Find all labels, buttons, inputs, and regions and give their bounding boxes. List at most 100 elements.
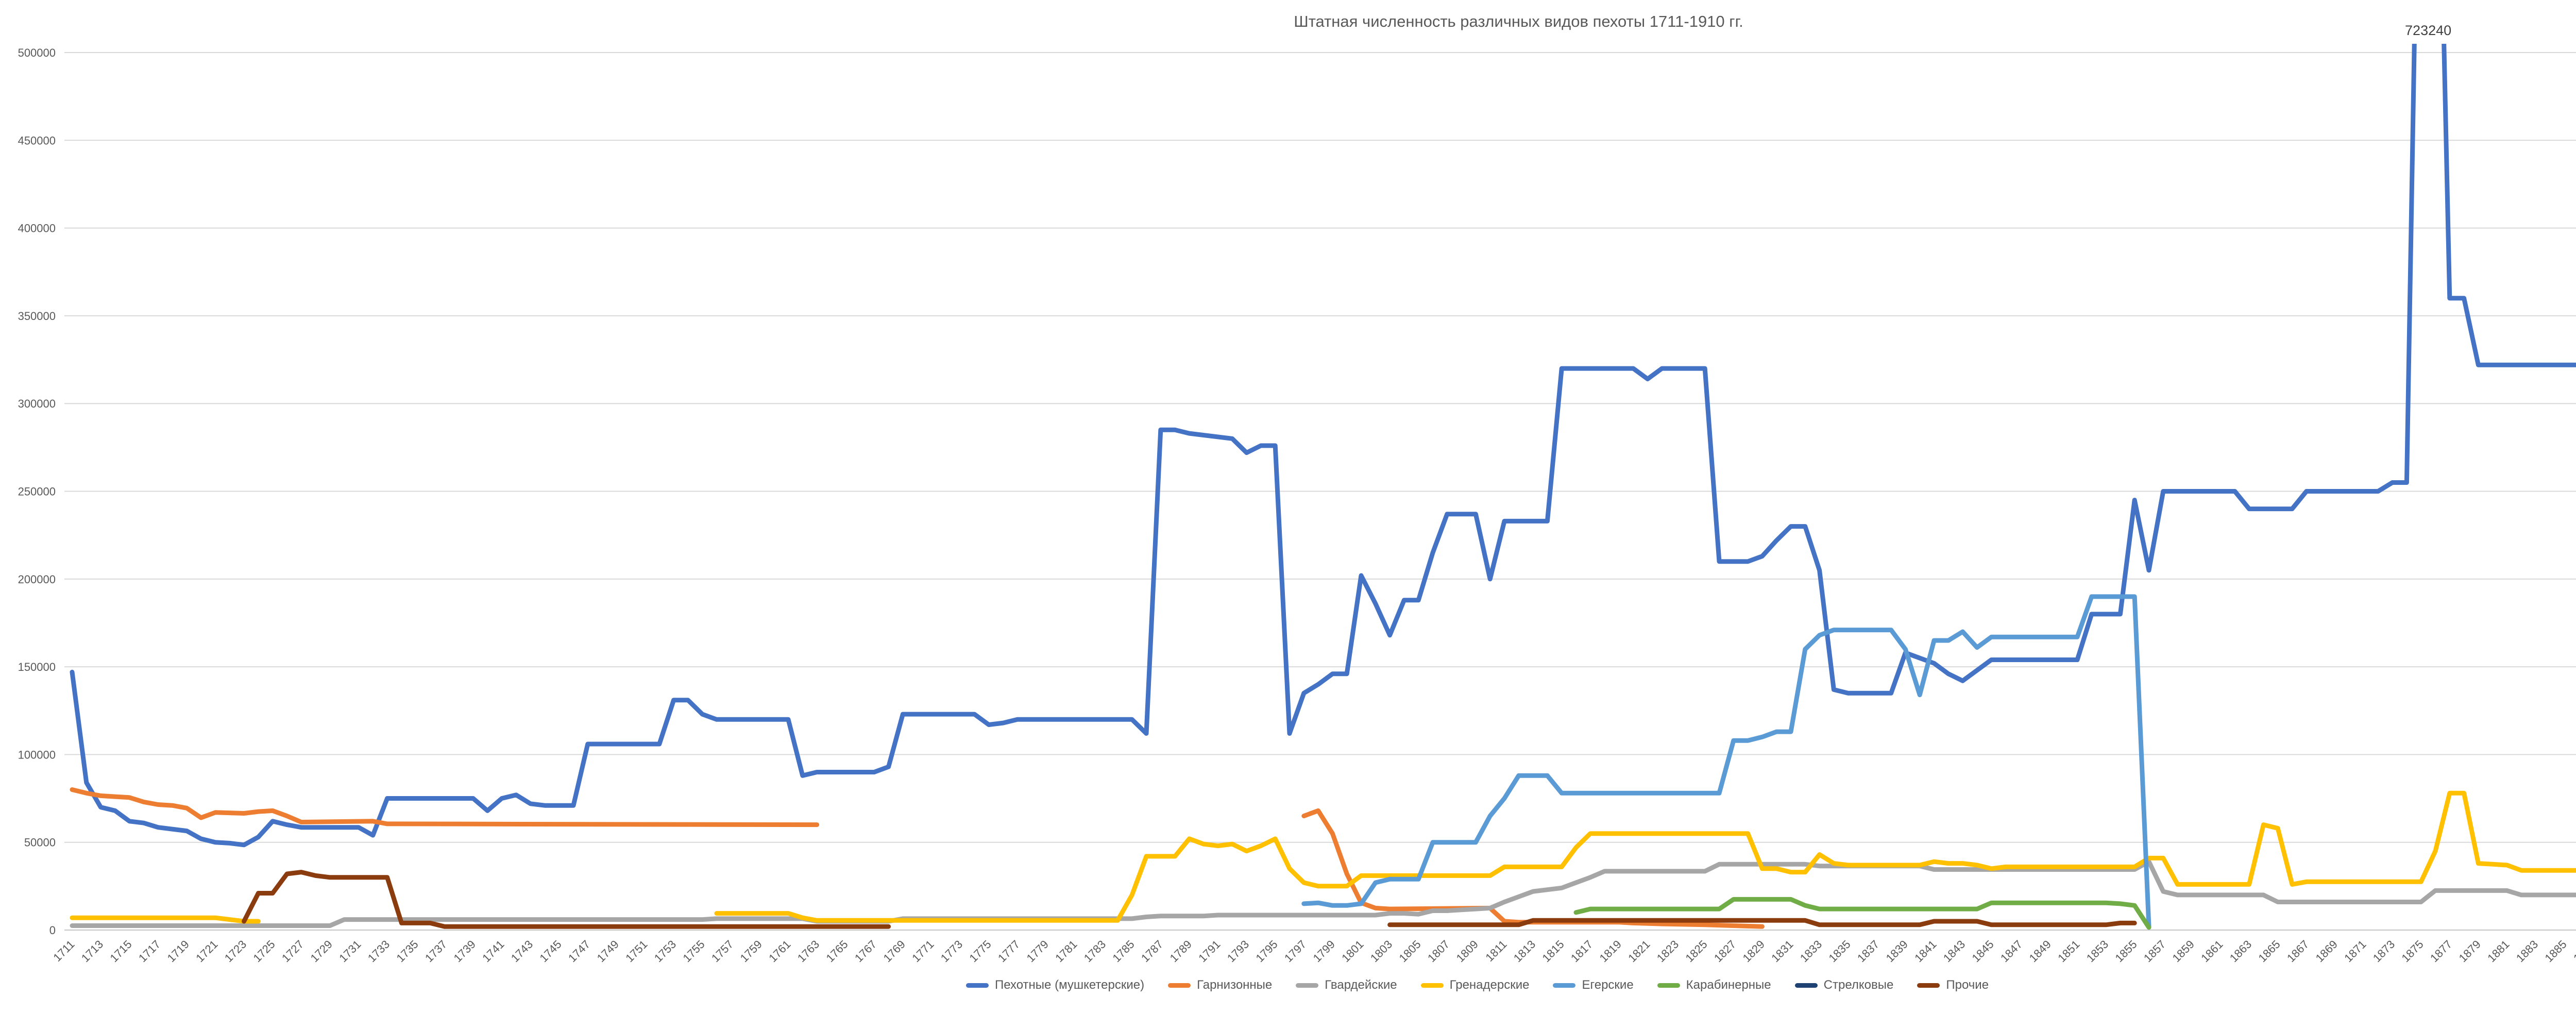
x-tick-label: 1793 [1225, 938, 1251, 965]
x-tick-label: 1757 [709, 938, 736, 965]
series-line-prochie [1387, 918, 2137, 927]
x-tick-label: 1787 [1139, 938, 1165, 965]
data-label: 723240 [2405, 23, 2451, 38]
x-tick-label: 1807 [1425, 938, 1452, 965]
y-tick-label: 100000 [18, 748, 56, 761]
legend-item-strelkovye: Стрелковые [1794, 978, 1893, 992]
series-line-prochie [242, 870, 891, 929]
x-tick-label: 1761 [766, 938, 793, 965]
x-tick-label: 1763 [795, 938, 822, 965]
y-tick-label: 500000 [18, 46, 56, 59]
x-tick-label: 1861 [2198, 938, 2225, 965]
x-tick-label: 1845 [1969, 938, 1996, 965]
legend-swatch-icon [965, 983, 989, 988]
x-tick-label: 1835 [1826, 938, 1853, 965]
x-tick-label: 1795 [1253, 938, 1280, 965]
x-tick-label: 1751 [623, 938, 650, 965]
legend-swatch-icon [1553, 983, 1576, 988]
x-tick-label: 1809 [1454, 938, 1481, 965]
x-tick-label: 1843 [1941, 938, 1968, 965]
x-tick-label: 1745 [537, 938, 564, 965]
x-tick-label: 1885 [2542, 938, 2569, 965]
x-tick-label: 1717 [136, 938, 163, 965]
x-tick-label: 1797 [1282, 938, 1309, 965]
legend-swatch-icon [1657, 983, 1680, 988]
x-tick-label: 1749 [595, 938, 621, 965]
legend-swatch-icon [1296, 983, 1319, 988]
x-tick-label: 1783 [1081, 938, 1108, 965]
series-line-garnizonnye [1301, 808, 1765, 929]
x-tick-label: 1825 [1683, 938, 1709, 965]
chart-title: Штатная численность различных видов пехо… [1294, 12, 1743, 30]
x-tick-label: 1865 [2256, 938, 2282, 965]
x-tick-label: 1869 [2313, 938, 2340, 965]
x-tick-label: 1833 [1798, 938, 1824, 965]
legend-item-gvardeyskie: Гвардейские [1296, 978, 1397, 992]
y-tick-label: 200000 [18, 573, 56, 586]
x-tick-label: 1849 [2027, 938, 2054, 965]
y-tick-label: 400000 [18, 222, 56, 235]
series-line-grenaderskie [714, 790, 2576, 923]
y-tick-label: 50000 [24, 836, 56, 849]
x-tick-label: 1729 [308, 938, 335, 965]
x-tick-label: 1881 [2485, 938, 2512, 965]
x-tick-label: 1841 [1912, 938, 1939, 965]
x-tick-label: 1827 [1711, 938, 1738, 965]
x-tick-label: 1875 [2399, 938, 2426, 965]
x-tick-label: 1803 [1368, 938, 1395, 965]
y-tick-label: 450000 [18, 134, 56, 147]
x-tick-label: 1799 [1311, 938, 1337, 965]
x-tick-label: 1753 [652, 938, 679, 965]
x-tick-label: 1859 [2170, 938, 2197, 965]
legend-swatch-icon [1794, 983, 1818, 988]
x-tick-label: 1805 [1396, 938, 1423, 965]
x-tick-label: 1819 [1597, 938, 1624, 965]
x-tick-label: 1715 [107, 938, 134, 965]
legend-item-karabinernye: Карабинерные [1657, 978, 1771, 992]
legend-swatch-icon [1917, 983, 1940, 988]
legend-item-pehotnye: Пехотные (мушкетерские) [965, 978, 1145, 992]
x-tick-label: 1877 [2428, 938, 2454, 965]
x-tick-label: 1813 [1511, 938, 1538, 965]
legend-label: Пехотные (мушкетерские) [994, 978, 1145, 992]
x-tick-label: 1771 [909, 938, 936, 965]
x-tick-label: 1743 [509, 938, 535, 965]
y-tick-label: 0 [49, 924, 56, 937]
legend-label: Егерские [1582, 978, 1634, 992]
legend-item-grenaderskie: Гренадерские [1420, 978, 1529, 992]
x-tick-label: 1781 [1053, 938, 1079, 965]
series-line-karabinernye [1573, 897, 2151, 930]
legend-item-garnizonnye: Гарнизонные [1168, 978, 1272, 992]
x-tick-label: 1739 [451, 938, 478, 965]
x-tick-label: 1883 [2514, 938, 2540, 965]
y-tick-label: 300000 [18, 397, 56, 410]
x-tick-label: 1759 [738, 938, 765, 965]
x-tick-label: 1775 [967, 938, 993, 965]
x-tick-label: 1871 [2342, 938, 2368, 965]
x-tick-label: 1791 [1196, 938, 1223, 965]
x-tick-label: 1855 [2112, 938, 2139, 965]
x-tick-label: 1785 [1110, 938, 1137, 965]
series-line-garnizonnye [70, 787, 820, 828]
x-tick-label: 1879 [2456, 938, 2483, 965]
legend-swatch-icon [1420, 983, 1444, 988]
x-tick-label: 1777 [995, 938, 1022, 965]
x-tick-label: 1821 [1625, 938, 1652, 965]
x-tick-label: 1755 [680, 938, 707, 965]
x-tick-label: 1731 [336, 938, 363, 965]
x-tick-label: 1711 [50, 938, 77, 964]
x-tick-label: 1773 [938, 938, 965, 965]
x-tick-label: 1727 [279, 938, 306, 965]
x-tick-label: 1839 [1884, 938, 1910, 965]
x-tick-label: 1823 [1654, 938, 1681, 965]
x-tick-label: 1723 [222, 938, 249, 965]
x-tick-label: 1733 [365, 938, 392, 965]
x-tick-label: 1817 [1568, 938, 1595, 965]
x-tick-label: 1741 [480, 938, 506, 965]
y-tick-label: 350000 [18, 310, 56, 323]
x-tick-label: 1857 [2141, 938, 2168, 965]
series-line-pehotnye [70, 44, 2576, 848]
x-tick-label: 1725 [250, 938, 277, 965]
